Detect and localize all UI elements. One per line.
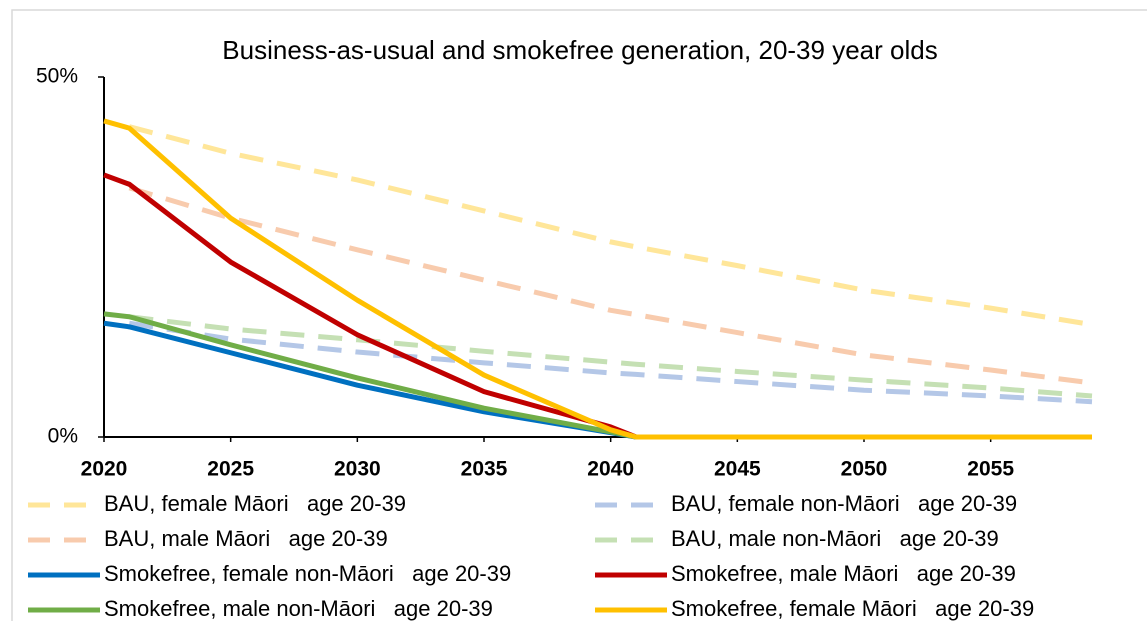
legend-label: BAU, male non-Māori age 20-39 (671, 526, 999, 551)
series-line (103, 118, 1092, 440)
x-tick-label: 2025 (207, 458, 254, 481)
series-line (128, 185, 1093, 386)
legend-label: Smokefree, male Māori age 20-39 (671, 561, 1016, 586)
series-line (103, 172, 1092, 440)
x-tick-label: 2055 (967, 458, 1014, 481)
series-line (128, 124, 1093, 328)
y-tick-label: 50% (36, 65, 78, 88)
x-tick-label: 2020 (81, 458, 128, 481)
legend-label: Smokefree, male non-Māori age 20-39 (104, 596, 493, 621)
legend-label: Smokefree, female non-Māori age 20-39 (104, 561, 511, 586)
y-tick-label: 0% (48, 425, 78, 448)
series-line (129, 314, 1093, 399)
series-line (128, 320, 1093, 405)
x-tick-label: 2030 (334, 458, 381, 481)
x-tick-label: 2040 (587, 458, 634, 481)
x-tick-label: 2045 (714, 458, 761, 481)
chart-border (11, 9, 1147, 621)
legend-label: BAU, male Māori age 20-39 (104, 526, 388, 551)
legend-label: Smokefree, female Māori age 20-39 (671, 596, 1034, 621)
chart-title: Business-as-usual and smokefree generati… (222, 35, 937, 65)
legend-label: BAU, female non-Māori age 20-39 (671, 491, 1017, 516)
legend-label: BAU, female Māori age 20-39 (104, 491, 406, 516)
x-tick-label: 2050 (841, 458, 888, 481)
x-tick-label: 2035 (461, 458, 508, 481)
